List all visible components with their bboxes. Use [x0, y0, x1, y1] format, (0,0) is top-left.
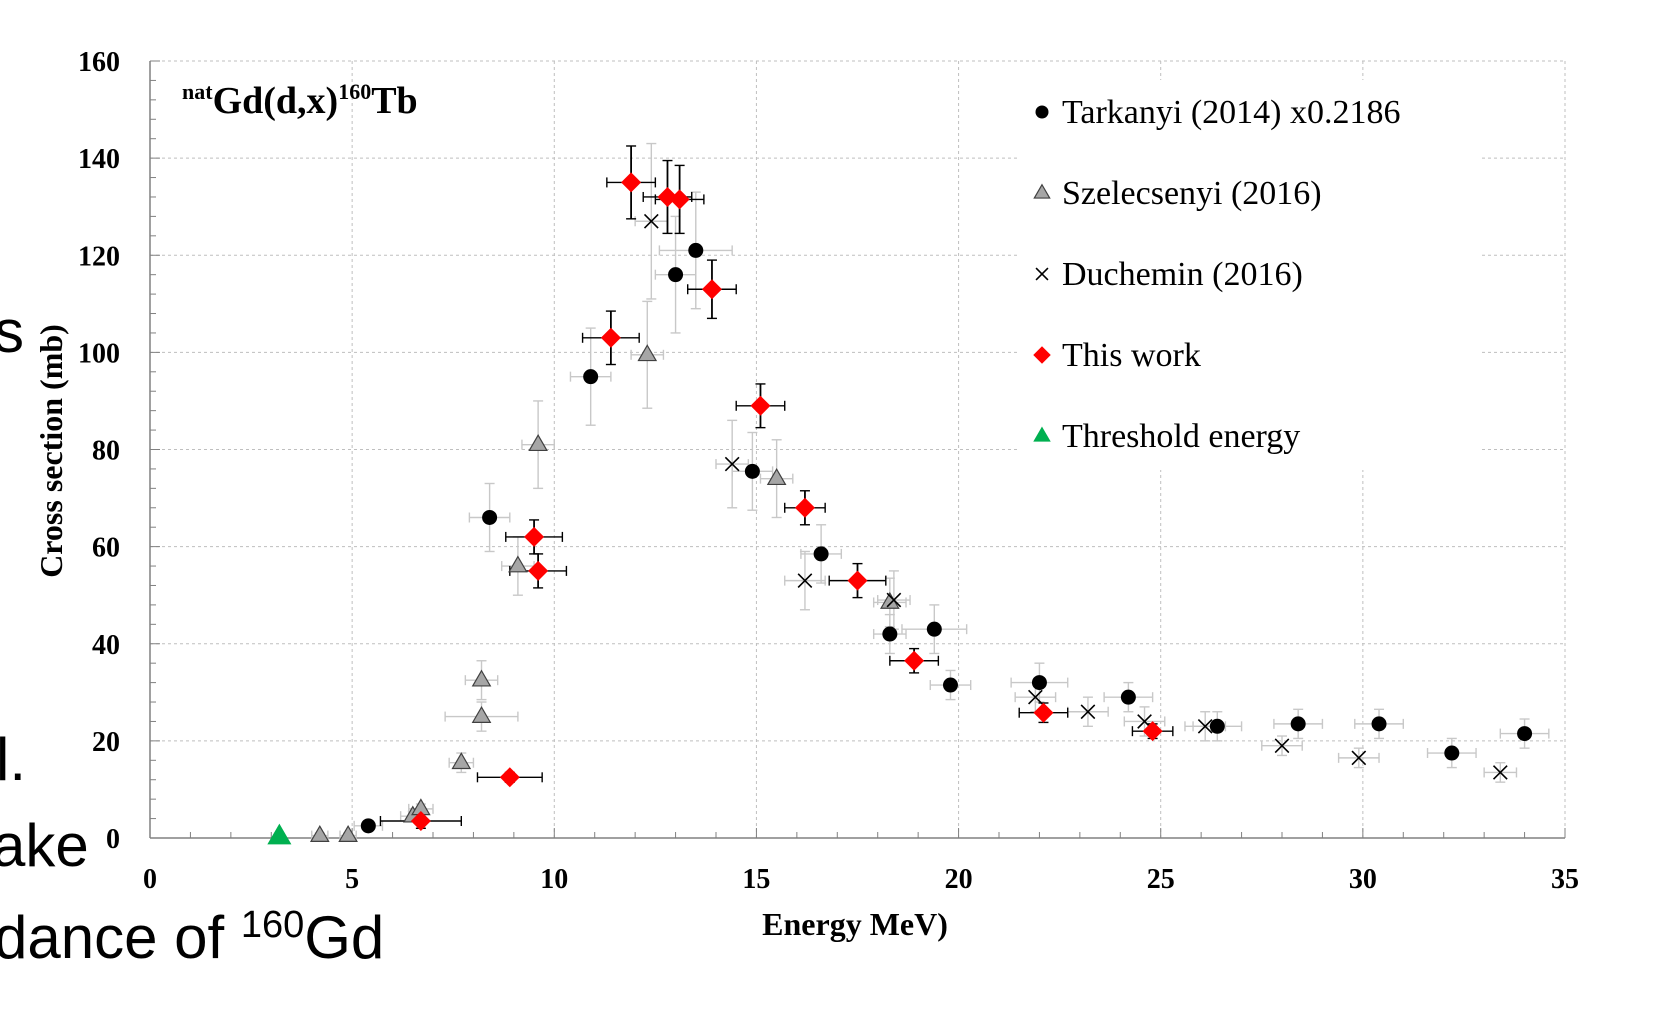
background-text-dance-sup: 160 [240, 904, 305, 946]
szelecsenyi-point [338, 824, 358, 842]
duchemin-point [1028, 689, 1043, 705]
duchemin-point [1351, 750, 1367, 766]
tarkanyi-point [882, 626, 898, 642]
this-work-point [794, 497, 815, 518]
this-work-point [1142, 721, 1163, 742]
background-text-dance-post: Gd [304, 904, 385, 971]
axes [149, 60, 1566, 839]
background-text-dance: dance of 160Gd [0, 906, 384, 968]
szelecsenyi-point [766, 468, 787, 486]
this-work-point [528, 560, 549, 581]
duchemin-point [1492, 765, 1508, 780]
legend-label-duchemin: Duchemin (2016) [1062, 256, 1303, 293]
szelecsenyi-point [471, 705, 492, 723]
duchemin-point [886, 592, 902, 608]
this-work-point [669, 189, 690, 210]
y-tick-label: 60 [92, 533, 120, 564]
gridlines [150, 60, 1566, 838]
this-work-point [410, 811, 431, 832]
threshold-point [267, 823, 292, 845]
tarkanyi-point [668, 267, 684, 283]
this-work-point [847, 570, 868, 591]
x-tick-label: 0 [143, 864, 157, 895]
szelecsenyi-point [309, 824, 330, 842]
this-work-point [524, 526, 545, 547]
duchemin-point [643, 213, 659, 229]
legend-label-this-work: This work [1062, 337, 1201, 374]
y-axis-label: Cross section (mb) [33, 324, 69, 578]
y-tick-label: 0 [106, 824, 120, 855]
chart-title-tail: Tb [371, 80, 417, 122]
tarkanyi-point [926, 621, 942, 637]
szelecsenyi-point [637, 344, 658, 362]
chart-title-pre-sup: nat [182, 79, 213, 104]
this-work-point [750, 395, 771, 416]
background-text-s: s [0, 298, 24, 365]
duchemin-point [797, 573, 813, 588]
legend-label-threshold: Threshold energy [1062, 418, 1300, 455]
legend-marker-tarkanyi [1035, 105, 1049, 119]
this-work-point [600, 327, 621, 348]
y-tick-label: 40 [92, 630, 120, 661]
x-tick-label: 30 [1349, 864, 1377, 895]
this-work-point [1033, 702, 1054, 723]
y-tick-label: 160 [78, 47, 120, 78]
background-text-ake: ake [0, 812, 89, 879]
background-text-dance-pre: dance of [0, 904, 241, 971]
data-marks [267, 172, 1533, 845]
tarkanyi-point [1209, 718, 1225, 734]
this-work-point [499, 767, 520, 788]
chart-title-post-sup: 160 [338, 79, 371, 104]
y-tick-label: 100 [78, 338, 120, 369]
tarkanyi-point [744, 463, 760, 479]
tarkanyi-point [1517, 726, 1533, 742]
x-tick-label: 20 [945, 864, 973, 895]
legend-marker-duchemin [1035, 267, 1049, 281]
y-tick-label: 120 [78, 241, 120, 272]
legend-label-szelecsenyi: Szelecsenyi (2016) [1062, 175, 1322, 212]
this-work-point [904, 650, 925, 671]
legend-background [1020, 80, 1480, 470]
this-work-point [621, 172, 642, 193]
tarkanyi-point [813, 546, 829, 562]
x-axis-label: Energy MeV) [762, 906, 948, 942]
x-tick-label: 25 [1147, 864, 1175, 895]
x-tick-label: 15 [742, 864, 770, 895]
tarkanyi-point [583, 369, 599, 385]
duchemin-point [1274, 738, 1290, 754]
tarkanyi-point [482, 509, 498, 525]
x-tick-label: 10 [540, 864, 568, 895]
legend-marker-threshold [1033, 426, 1051, 442]
chart-title-main: Gd(d,x) [213, 80, 339, 122]
tarkanyi-point [1444, 745, 1460, 761]
tarkanyi-point [688, 242, 704, 258]
y-tick-label: 20 [92, 727, 120, 758]
x-tick-label: 5 [345, 864, 359, 895]
duchemin-point [1080, 704, 1096, 720]
legend-marker-this-work [1033, 346, 1051, 364]
tarkanyi-point [1031, 675, 1047, 691]
szelecsenyi-point [471, 669, 492, 687]
tick-labels: 0 5 10 15 20 25 30 35 0 20 40 60 80 100 120 140 160 [78, 47, 1579, 895]
legend-label-tarkanyi: Tarkanyi (2014) x0.2186 [1062, 94, 1401, 131]
duchemin-point [1197, 718, 1213, 734]
x-tick-label: 35 [1551, 864, 1579, 895]
background-text-l: l. [0, 726, 26, 793]
y-tick-label: 80 [92, 436, 120, 467]
chart-title: natGd(d,x)160Tb [182, 79, 418, 122]
y-tick-label: 140 [78, 144, 120, 175]
tarkanyi-point [942, 677, 958, 693]
tarkanyi-point [360, 818, 376, 834]
legend-marker-szelecsenyi [1033, 183, 1051, 199]
tarkanyi-point [1371, 716, 1387, 732]
szelecsenyi-point [451, 752, 472, 770]
tarkanyi-point [1290, 716, 1306, 732]
duchemin-point [724, 456, 740, 472]
this-work-point [701, 279, 722, 300]
tarkanyi-point [1120, 689, 1136, 705]
legend: Tarkanyi (2014) x0.2186 Szelecsenyi (2016… [1033, 94, 1401, 455]
szelecsenyi-point [508, 555, 528, 573]
szelecsenyi-point [528, 434, 548, 452]
